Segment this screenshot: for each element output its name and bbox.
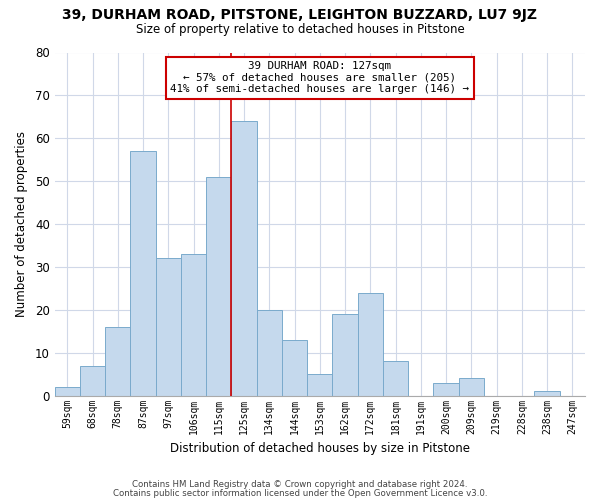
Bar <box>433 383 459 396</box>
Bar <box>181 254 206 396</box>
Bar <box>307 374 332 396</box>
Text: Contains HM Land Registry data © Crown copyright and database right 2024.: Contains HM Land Registry data © Crown c… <box>132 480 468 489</box>
Bar <box>55 387 80 396</box>
Bar <box>459 378 484 396</box>
Bar <box>232 121 257 396</box>
Bar <box>155 258 181 396</box>
Y-axis label: Number of detached properties: Number of detached properties <box>15 131 28 317</box>
Bar <box>332 314 358 396</box>
Bar <box>80 366 105 396</box>
Bar <box>282 340 307 396</box>
Bar <box>535 392 560 396</box>
X-axis label: Distribution of detached houses by size in Pitstone: Distribution of detached houses by size … <box>170 442 470 455</box>
Bar <box>130 151 155 396</box>
Text: Size of property relative to detached houses in Pitstone: Size of property relative to detached ho… <box>136 22 464 36</box>
Bar <box>257 310 282 396</box>
Bar <box>358 292 383 396</box>
Bar <box>105 327 130 396</box>
Bar <box>206 177 232 396</box>
Text: Contains public sector information licensed under the Open Government Licence v3: Contains public sector information licen… <box>113 488 487 498</box>
Bar <box>383 362 408 396</box>
Text: 39 DURHAM ROAD: 127sqm  
← 57% of detached houses are smaller (205)
41% of semi-: 39 DURHAM ROAD: 127sqm ← 57% of detached… <box>170 61 469 94</box>
Text: 39, DURHAM ROAD, PITSTONE, LEIGHTON BUZZARD, LU7 9JZ: 39, DURHAM ROAD, PITSTONE, LEIGHTON BUZZ… <box>62 8 538 22</box>
